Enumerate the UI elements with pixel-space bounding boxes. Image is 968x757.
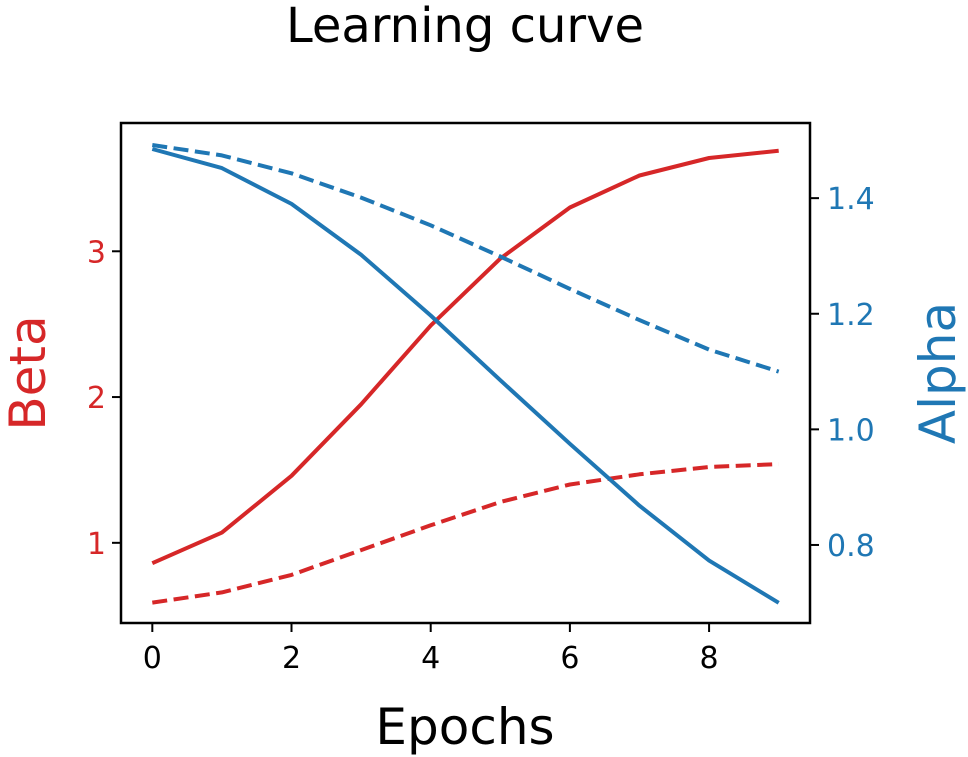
left-y-tick-label: 3: [87, 235, 106, 270]
x-tick-label: 4: [421, 641, 440, 676]
series-line-right-solid: [151, 147, 780, 605]
series-line-right-dashed: [152, 143, 780, 374]
right-y-tick-label: 0.8: [827, 529, 875, 564]
x-tick-label: 6: [560, 641, 579, 676]
tick-layer: 0 2 4 6 8 1 2 3 0.8 1.0 1.2 1.4: [87, 182, 875, 676]
right-y-tick-label: 1.4: [827, 182, 875, 217]
right-y-axis-label: Alpha: [909, 302, 967, 444]
left-y-axis-label: Beta: [0, 315, 57, 430]
chart-title: Learning curve: [286, 0, 644, 54]
right-y-tick-label: 1.0: [827, 413, 875, 448]
right-y-tick-label: 1.2: [827, 298, 875, 333]
left-y-tick-label: 2: [87, 381, 106, 416]
plot-frame: [119, 121, 812, 625]
left-y-tick-label: 1: [87, 527, 106, 562]
x-tick-label: 8: [700, 641, 719, 676]
series-line-left-dashed: [152, 462, 779, 605]
series-layer: [151, 143, 780, 605]
series-line-left-solid: [151, 148, 779, 566]
x-tick-label: 0: [143, 641, 162, 676]
x-tick-label: 2: [282, 641, 301, 676]
x-axis-label: Epochs: [375, 698, 554, 756]
